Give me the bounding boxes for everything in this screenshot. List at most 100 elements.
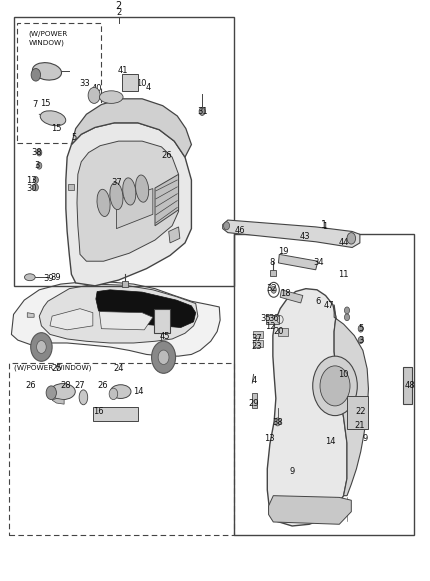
Bar <box>68 184 74 190</box>
Ellipse shape <box>135 175 149 202</box>
Circle shape <box>31 333 52 361</box>
Polygon shape <box>99 311 153 330</box>
Bar <box>266 315 279 324</box>
Circle shape <box>344 314 350 321</box>
Text: 14: 14 <box>325 437 335 446</box>
Ellipse shape <box>110 182 123 210</box>
Circle shape <box>344 307 350 314</box>
Polygon shape <box>12 282 220 356</box>
Text: 43: 43 <box>300 232 310 241</box>
Bar <box>278 328 288 336</box>
Circle shape <box>33 184 38 191</box>
Bar <box>122 74 138 91</box>
Circle shape <box>151 341 175 374</box>
Polygon shape <box>39 284 198 343</box>
Bar <box>154 309 170 333</box>
Ellipse shape <box>50 383 75 400</box>
Text: 34: 34 <box>313 259 324 267</box>
Circle shape <box>88 87 100 103</box>
Text: 45: 45 <box>160 332 170 340</box>
Polygon shape <box>279 254 318 270</box>
Text: WINDOW): WINDOW) <box>28 40 64 46</box>
Text: 35: 35 <box>260 314 271 323</box>
Text: 26: 26 <box>97 381 108 390</box>
Bar <box>93 407 138 421</box>
Text: 18: 18 <box>280 289 291 297</box>
Circle shape <box>275 418 281 426</box>
Bar <box>347 396 368 429</box>
Text: 4: 4 <box>146 83 151 92</box>
Text: 32: 32 <box>266 284 277 293</box>
Ellipse shape <box>32 63 61 80</box>
Bar <box>253 331 264 338</box>
Bar <box>234 234 414 535</box>
Text: 37: 37 <box>111 178 122 187</box>
Text: 28: 28 <box>61 381 71 390</box>
Circle shape <box>37 162 42 169</box>
Text: 46: 46 <box>235 226 246 235</box>
Ellipse shape <box>111 385 131 399</box>
Text: 37: 37 <box>252 334 262 343</box>
Text: 48: 48 <box>405 381 415 390</box>
Text: 19: 19 <box>278 247 289 256</box>
Bar <box>403 367 412 404</box>
Text: (W/POWER WINDOW): (W/POWER WINDOW) <box>15 364 92 371</box>
Polygon shape <box>169 227 180 243</box>
Polygon shape <box>27 313 34 317</box>
Circle shape <box>313 356 357 415</box>
Text: 6: 6 <box>315 297 320 306</box>
Circle shape <box>199 107 205 116</box>
Text: 1: 1 <box>321 220 327 229</box>
Polygon shape <box>71 99 191 157</box>
Text: 31: 31 <box>197 107 207 116</box>
Text: 36: 36 <box>269 314 280 323</box>
Text: 10: 10 <box>136 80 147 88</box>
Circle shape <box>271 286 276 293</box>
Text: 3: 3 <box>34 161 40 170</box>
Text: 30: 30 <box>26 184 37 193</box>
Text: 25: 25 <box>51 364 61 373</box>
Text: 47: 47 <box>323 302 334 310</box>
Circle shape <box>358 337 363 343</box>
Circle shape <box>224 222 230 229</box>
Polygon shape <box>269 496 351 524</box>
Text: 39: 39 <box>43 274 54 284</box>
Bar <box>9 363 234 535</box>
Text: (W/POWER: (W/POWER <box>28 31 68 37</box>
Polygon shape <box>77 141 178 261</box>
Circle shape <box>347 232 356 244</box>
Text: 44: 44 <box>338 238 349 248</box>
Circle shape <box>158 350 169 364</box>
Text: 1: 1 <box>322 223 327 231</box>
Text: 23: 23 <box>252 342 262 352</box>
Text: 16: 16 <box>93 407 104 416</box>
Bar <box>14 17 234 286</box>
Polygon shape <box>117 189 153 228</box>
Text: 2: 2 <box>115 1 122 11</box>
Polygon shape <box>223 220 360 248</box>
Text: 4: 4 <box>252 376 257 385</box>
Text: 38: 38 <box>32 148 43 157</box>
Polygon shape <box>52 399 64 404</box>
Text: 38: 38 <box>272 418 283 427</box>
Bar <box>252 393 257 408</box>
Text: 40: 40 <box>92 84 102 93</box>
Ellipse shape <box>99 91 123 103</box>
Text: 9: 9 <box>289 467 295 476</box>
Circle shape <box>46 386 56 400</box>
Text: 14: 14 <box>132 387 143 396</box>
Text: 7: 7 <box>32 100 37 109</box>
Text: 5: 5 <box>71 132 76 142</box>
Text: 13: 13 <box>26 175 37 185</box>
Circle shape <box>109 388 118 400</box>
Text: 39: 39 <box>50 272 61 282</box>
Ellipse shape <box>123 178 136 205</box>
Text: 9: 9 <box>362 434 368 443</box>
Text: 13: 13 <box>264 434 275 443</box>
Circle shape <box>358 325 363 332</box>
Text: 26: 26 <box>162 152 172 160</box>
Text: 22: 22 <box>356 407 366 416</box>
Circle shape <box>33 177 38 184</box>
Text: 33: 33 <box>79 80 89 88</box>
Text: 26: 26 <box>25 381 36 390</box>
